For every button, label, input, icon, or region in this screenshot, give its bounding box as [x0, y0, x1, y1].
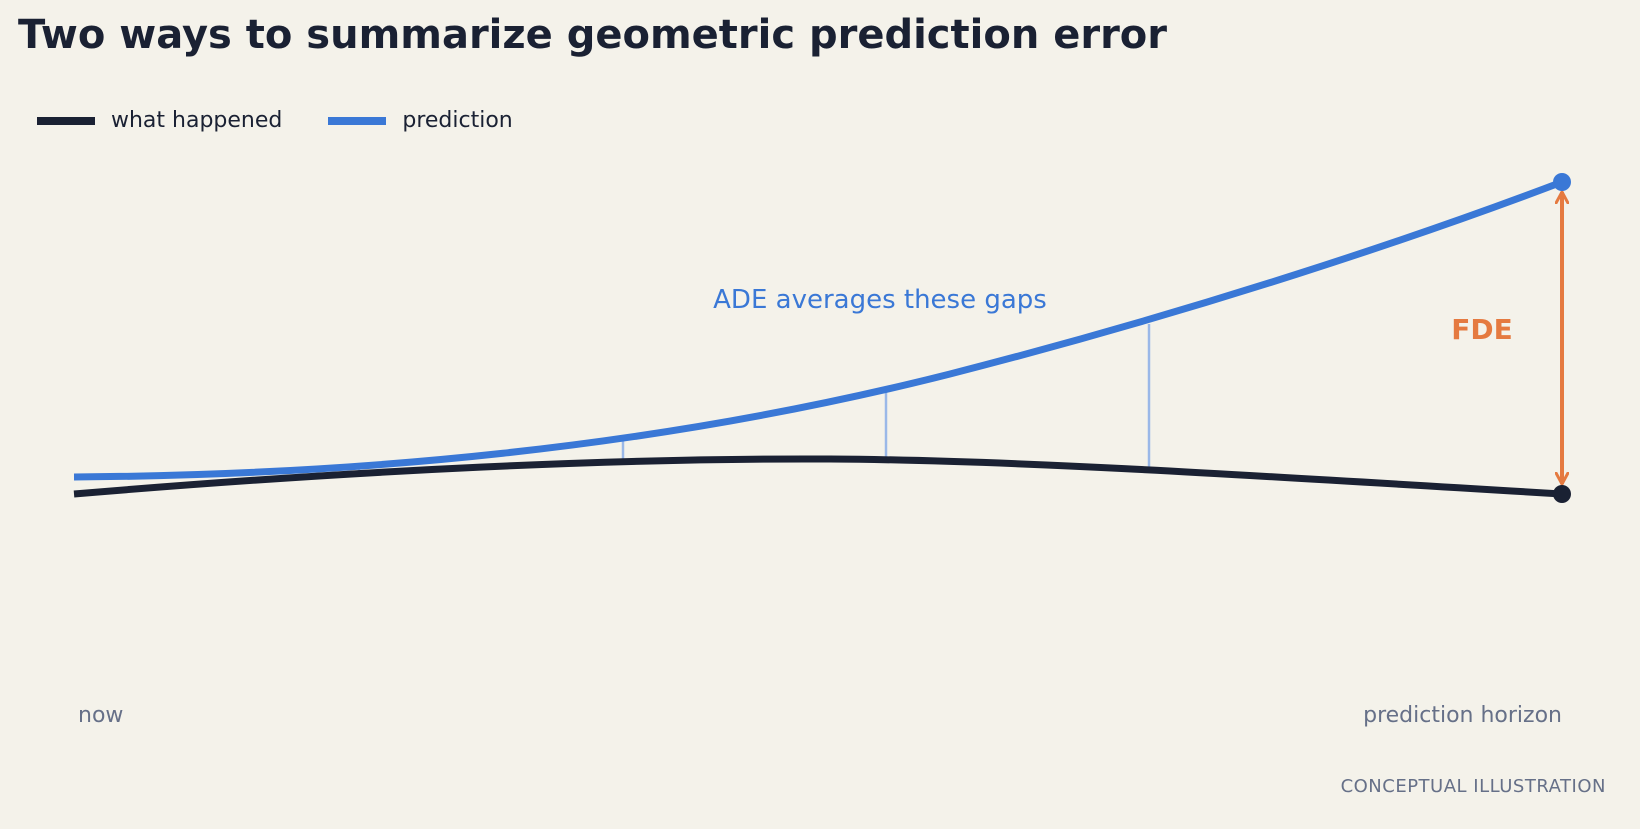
axis-end-label: prediction horizon [1363, 703, 1562, 728]
prediction-endpoint-dot [1553, 173, 1571, 191]
page-title: Two ways to summarize geometric predicti… [18, 12, 1168, 58]
ade-annotation: ADE averages these gaps [713, 285, 1047, 315]
axis-start-label: now [78, 703, 124, 728]
legend-item-actual: what happened [37, 108, 282, 133]
actual-trajectory-line [73, 455, 1563, 498]
footnote: CONCEPTUAL ILLUSTRATION [1340, 776, 1606, 797]
legend: what happened prediction [37, 108, 559, 133]
legend-label-prediction: prediction [402, 108, 513, 133]
prediction-trajectory-line [73, 178, 1564, 481]
legend-swatch-actual [37, 116, 95, 125]
fde-annotation: FDE [1451, 313, 1513, 346]
actual-endpoint-dot [1553, 485, 1571, 503]
legend-label-actual: what happened [111, 108, 283, 133]
legend-swatch-prediction [328, 116, 387, 125]
legend-item-prediction: prediction [328, 108, 513, 133]
